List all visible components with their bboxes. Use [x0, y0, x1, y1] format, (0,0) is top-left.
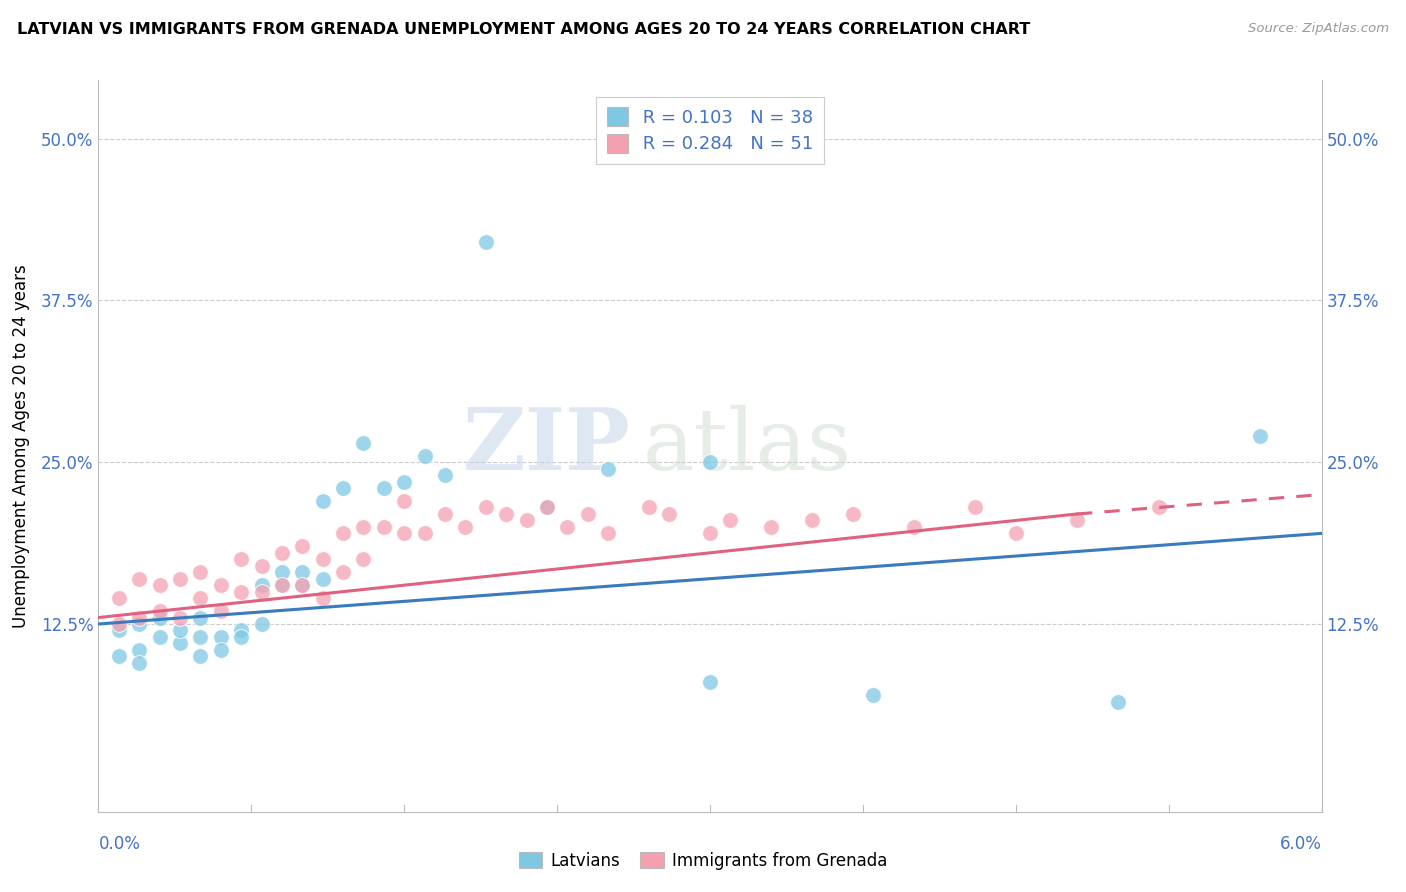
Point	[433, 507, 456, 521]
Point	[392, 494, 416, 508]
Point	[1107, 695, 1129, 709]
Point	[474, 235, 498, 249]
Point	[1249, 429, 1271, 443]
Point	[149, 630, 172, 644]
Point	[699, 675, 721, 690]
Point	[1066, 513, 1088, 527]
Point	[291, 566, 314, 580]
Point	[718, 513, 742, 527]
Point	[250, 584, 273, 599]
Text: Source: ZipAtlas.com: Source: ZipAtlas.com	[1249, 22, 1389, 36]
Point	[231, 630, 253, 644]
Point	[413, 449, 436, 463]
Point	[209, 604, 232, 618]
Point	[699, 526, 721, 541]
Point	[231, 584, 253, 599]
Point	[311, 552, 335, 566]
Point	[373, 520, 395, 534]
Point	[516, 513, 538, 527]
Point	[108, 624, 131, 638]
Point	[188, 610, 212, 624]
Point	[270, 546, 292, 560]
Point	[392, 475, 416, 489]
Point	[169, 624, 191, 638]
Point	[699, 455, 721, 469]
Point	[209, 643, 232, 657]
Point	[108, 649, 131, 664]
Point	[270, 578, 292, 592]
Point	[373, 481, 395, 495]
Point	[1147, 500, 1170, 515]
Point	[801, 513, 824, 527]
Point	[352, 552, 374, 566]
Point	[209, 578, 232, 592]
Point	[352, 435, 374, 450]
Point	[270, 566, 292, 580]
Point	[495, 507, 517, 521]
Point	[433, 468, 456, 483]
Point	[332, 526, 354, 541]
Point	[576, 507, 599, 521]
Point	[841, 507, 863, 521]
Point	[311, 572, 335, 586]
Text: ZIP: ZIP	[463, 404, 630, 488]
Point	[128, 656, 150, 670]
Point	[474, 500, 498, 515]
Point	[332, 566, 354, 580]
Point	[598, 526, 620, 541]
Point	[250, 578, 273, 592]
Y-axis label: Unemployment Among Ages 20 to 24 years: Unemployment Among Ages 20 to 24 years	[11, 264, 30, 628]
Point	[149, 604, 172, 618]
Point	[352, 520, 374, 534]
Point	[169, 572, 191, 586]
Point	[188, 566, 212, 580]
Point	[311, 494, 335, 508]
Point	[128, 572, 150, 586]
Point	[108, 617, 131, 632]
Point	[311, 591, 335, 606]
Point	[536, 500, 558, 515]
Point	[169, 636, 191, 650]
Text: 6.0%: 6.0%	[1279, 835, 1322, 853]
Point	[231, 552, 253, 566]
Point	[392, 526, 416, 541]
Point	[598, 461, 620, 475]
Point	[128, 610, 150, 624]
Point	[128, 643, 150, 657]
Point	[963, 500, 986, 515]
Text: 0.0%: 0.0%	[98, 835, 141, 853]
Point	[291, 578, 314, 592]
Legend: Latvians, Immigrants from Grenada: Latvians, Immigrants from Grenada	[512, 846, 894, 877]
Point	[903, 520, 925, 534]
Point	[291, 539, 314, 553]
Point	[454, 520, 477, 534]
Point	[332, 481, 354, 495]
Point	[149, 578, 172, 592]
Point	[637, 500, 661, 515]
Point	[231, 624, 253, 638]
Point	[128, 617, 150, 632]
Point	[250, 558, 273, 573]
Point	[761, 520, 783, 534]
Point	[270, 578, 292, 592]
Point	[169, 610, 191, 624]
Point	[108, 591, 131, 606]
Text: LATVIAN VS IMMIGRANTS FROM GRENADA UNEMPLOYMENT AMONG AGES 20 TO 24 YEARS CORREL: LATVIAN VS IMMIGRANTS FROM GRENADA UNEMP…	[17, 22, 1031, 37]
Point	[555, 520, 579, 534]
Point	[862, 688, 884, 702]
Point	[536, 500, 558, 515]
Point	[188, 649, 212, 664]
Point	[188, 630, 212, 644]
Point	[188, 591, 212, 606]
Point	[209, 630, 232, 644]
Point	[291, 578, 314, 592]
Legend:  R = 0.103   N = 38,  R = 0.284   N = 51: R = 0.103 N = 38, R = 0.284 N = 51	[596, 96, 824, 164]
Point	[658, 507, 681, 521]
Point	[413, 526, 436, 541]
Text: atlas: atlas	[643, 404, 852, 488]
Point	[250, 617, 273, 632]
Point	[149, 610, 172, 624]
Point	[1004, 526, 1026, 541]
